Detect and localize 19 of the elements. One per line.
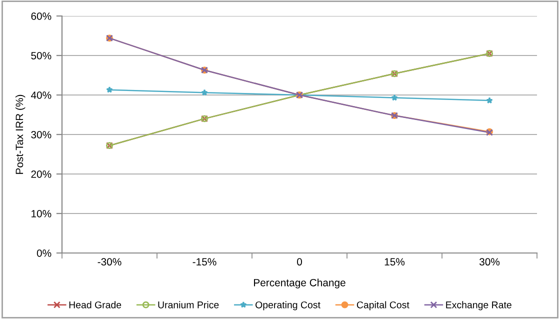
y-tick-label: 10% bbox=[32, 210, 52, 218]
x-tick-label: 0 bbox=[297, 258, 302, 266]
y-tick-label: 40% bbox=[30, 92, 52, 99]
y-tick-label: 30% bbox=[31, 131, 52, 138]
x-tick-label: -30% bbox=[98, 258, 122, 266]
x-tick-label: -15% bbox=[192, 258, 216, 266]
x-tick-label: 15% bbox=[384, 258, 405, 266]
legend-label: Uranium Price bbox=[158, 301, 219, 308]
y-tick-label: 0% bbox=[36, 250, 52, 257]
legend-label: Exchange Rate bbox=[446, 301, 512, 310]
y-tick-label: 60% bbox=[31, 12, 52, 20]
legend-label: Operating Cost bbox=[256, 301, 320, 310]
legend-label: Capital Cost bbox=[356, 301, 410, 310]
x-tick-label: 30% bbox=[479, 258, 500, 266]
y-axis-title: Post-Tax IRR (%) bbox=[15, 94, 26, 174]
y-tick-label: 20% bbox=[31, 170, 52, 178]
y-tick-label: 50% bbox=[31, 52, 52, 60]
x-axis-title: Percentage Change bbox=[254, 278, 346, 288]
legend-label: Head Grade bbox=[69, 301, 122, 308]
